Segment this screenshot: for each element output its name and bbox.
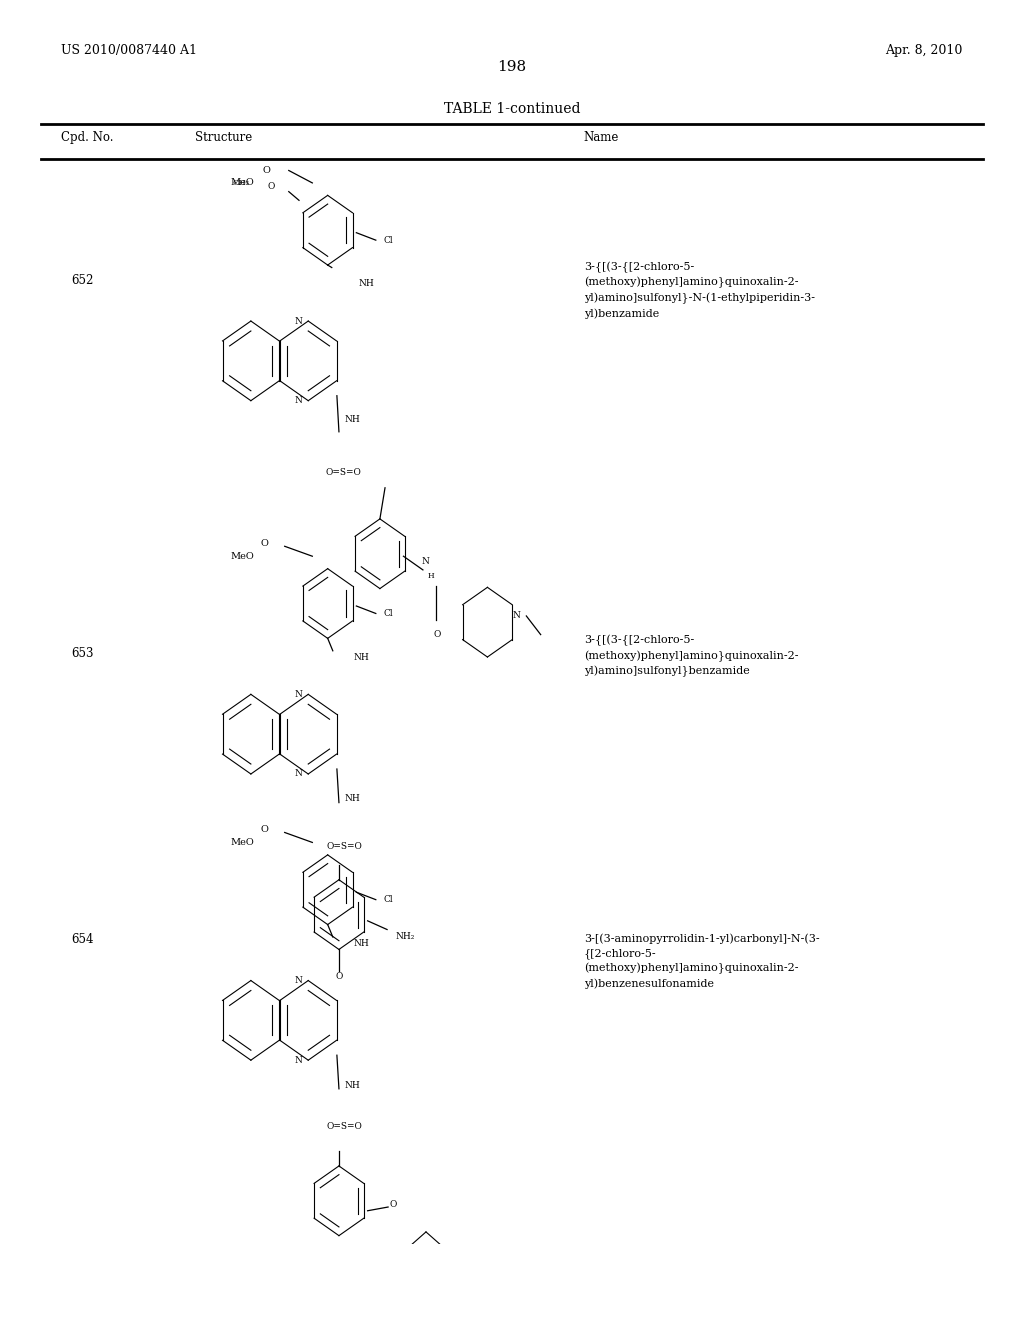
Text: 654: 654 [72, 933, 94, 946]
Text: N: N [294, 975, 302, 985]
Text: O: O [335, 973, 343, 981]
Text: O: O [267, 182, 275, 191]
Text: O: O [262, 166, 270, 176]
Text: Cl: Cl [384, 895, 393, 904]
Text: MeO: MeO [230, 552, 254, 561]
Text: N: N [294, 770, 302, 779]
Text: Name: Name [584, 131, 620, 144]
Text: O: O [260, 540, 268, 548]
Text: O=S=O: O=S=O [327, 842, 362, 850]
Text: N: N [294, 317, 302, 326]
Text: O: O [389, 1200, 397, 1209]
Text: NH₂: NH₂ [395, 932, 415, 941]
Text: Cpd. No.: Cpd. No. [61, 131, 114, 144]
Text: NH: NH [344, 1081, 359, 1089]
Text: NH: NH [353, 939, 369, 948]
Text: MeO: MeO [230, 178, 254, 187]
Text: TABLE 1-continued: TABLE 1-continued [443, 102, 581, 116]
Text: O: O [433, 630, 441, 639]
Text: Apr. 8, 2010: Apr. 8, 2010 [885, 44, 963, 57]
Text: US 2010/0087440 A1: US 2010/0087440 A1 [61, 44, 198, 57]
Text: 198: 198 [498, 59, 526, 74]
Text: NH: NH [344, 795, 359, 804]
Text: N: N [421, 557, 429, 566]
Text: O: O [260, 825, 268, 834]
Text: Cl: Cl [384, 609, 393, 618]
Text: Cl: Cl [384, 236, 393, 244]
Text: 653: 653 [72, 647, 94, 660]
Text: N: N [294, 1056, 302, 1065]
Text: MeO: MeO [230, 838, 254, 847]
Text: H: H [428, 572, 434, 579]
Text: N: N [294, 396, 302, 405]
Text: O=S=O: O=S=O [326, 469, 361, 478]
Text: Structure: Structure [195, 131, 252, 144]
Text: O=S=O: O=S=O [327, 1122, 362, 1131]
Text: NH: NH [344, 414, 359, 424]
Text: CH₃: CH₃ [232, 180, 249, 187]
Text: NH: NH [358, 280, 374, 288]
Text: N: N [294, 690, 302, 698]
Text: 3-{[(3-{[2-chloro-5-
(methoxy)phenyl]amino}quinoxalin-2-
yl)amino]sulfonyl}benza: 3-{[(3-{[2-chloro-5- (methoxy)phenyl]ami… [584, 635, 798, 677]
Text: 3-[(3-aminopyrrolidin-1-yl)carbonyl]-N-(3-
{[2-chloro-5-
(methoxy)phenyl]amino}q: 3-[(3-aminopyrrolidin-1-yl)carbonyl]-N-(… [584, 933, 819, 989]
Text: N: N [512, 611, 520, 620]
Text: NH: NH [353, 652, 369, 661]
Text: 3-{[(3-{[2-chloro-5-
(methoxy)phenyl]amino}quinoxalin-2-
yl)amino]sulfonyl}-N-(1: 3-{[(3-{[2-chloro-5- (methoxy)phenyl]ami… [584, 261, 815, 318]
Text: 652: 652 [72, 273, 94, 286]
